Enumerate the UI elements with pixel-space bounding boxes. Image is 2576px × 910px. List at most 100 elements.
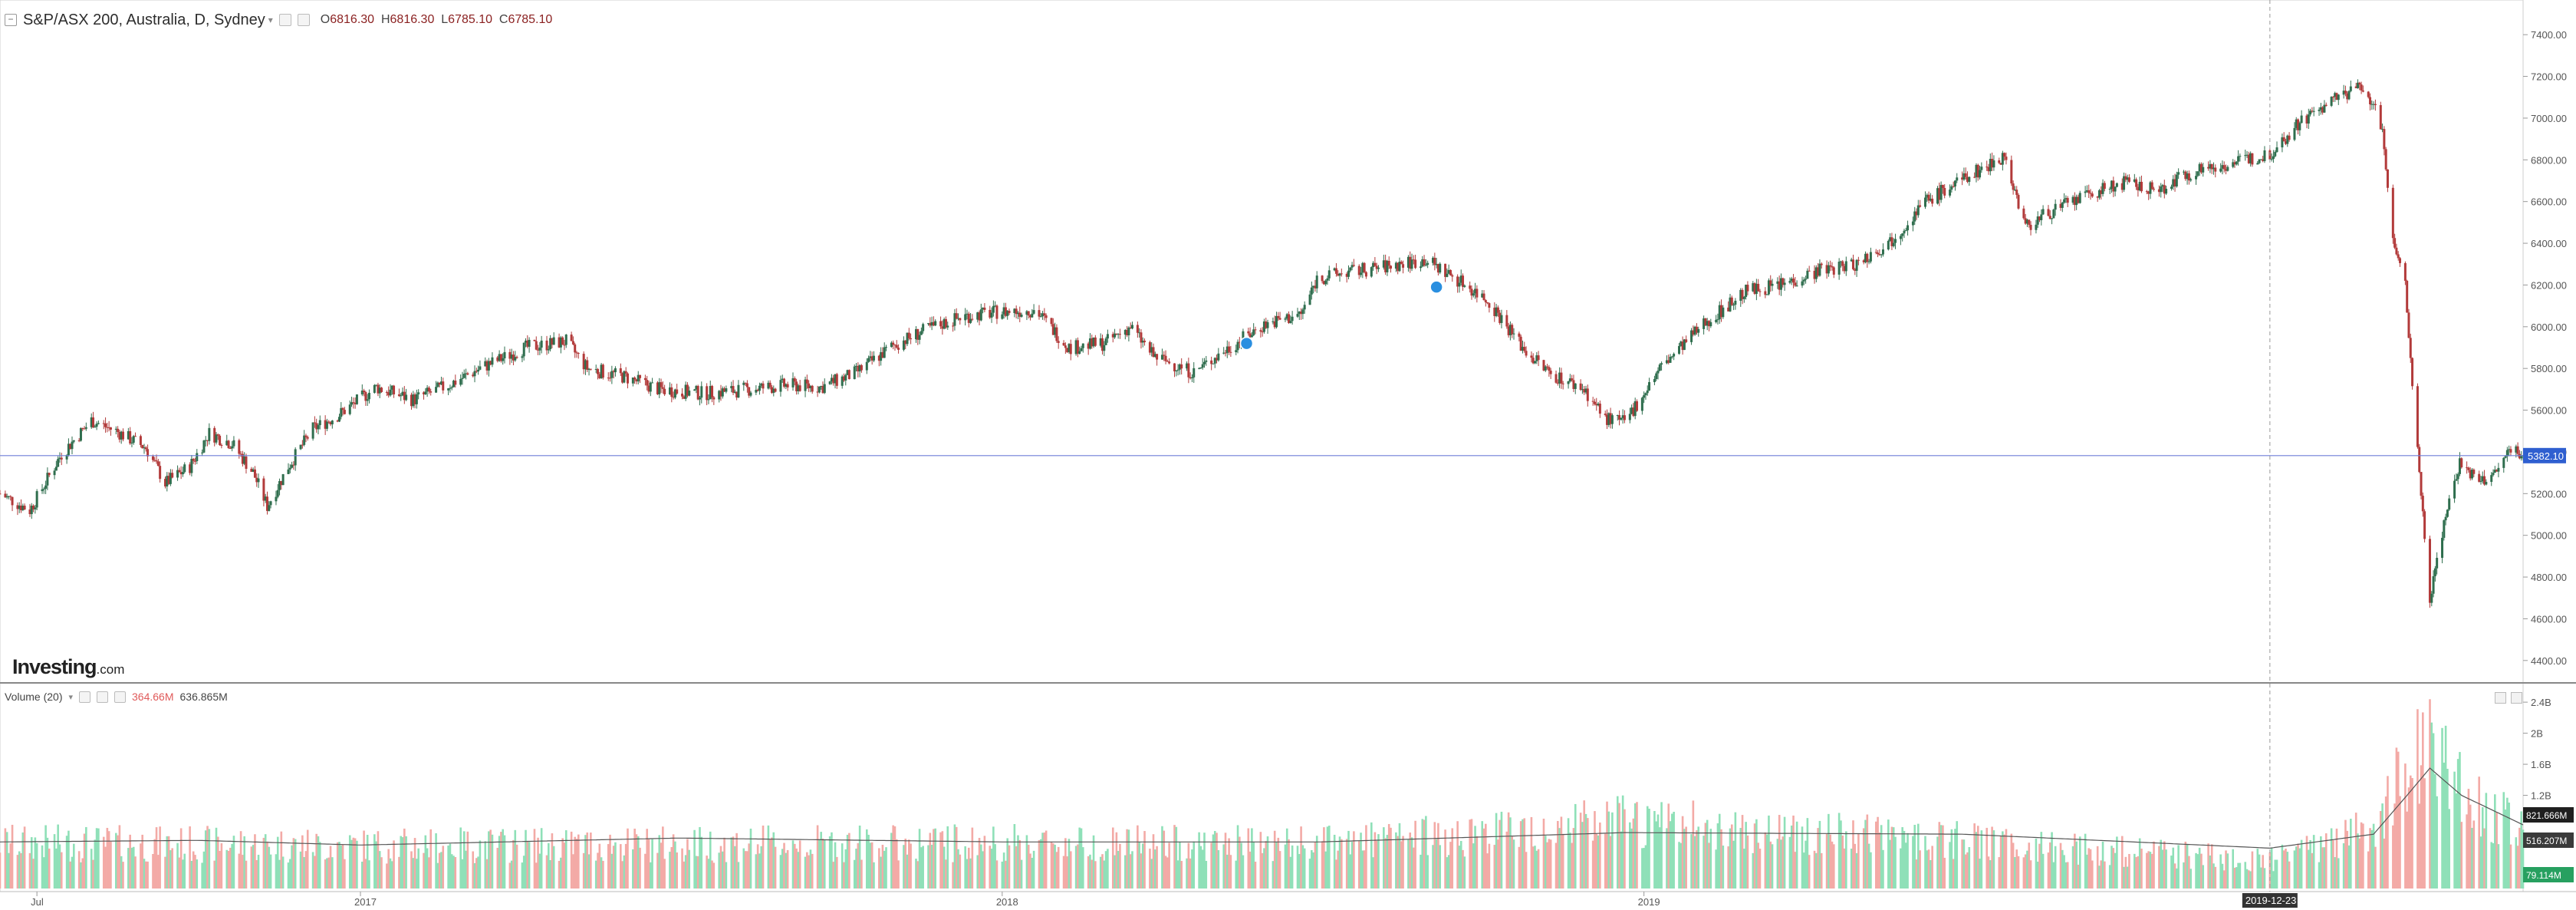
volume-bar [117,835,119,889]
candle-body [514,357,517,361]
volume-bar [798,840,801,889]
pane-maximize-icon[interactable] [2511,692,2522,704]
candle-body [1776,281,1779,284]
volume-bar [436,862,439,889]
candle-body [1790,279,1793,282]
volume-badge [2523,833,2574,848]
candle-body [2383,129,2386,150]
candle-body [2177,172,2180,175]
candle-body [1523,347,1526,351]
candle-body [403,391,406,401]
volume-bar [2460,822,2463,889]
volume-bar [317,836,320,889]
volume-bar [1734,812,1737,889]
hide-icon[interactable] [297,14,310,26]
volume-bar [1880,825,1883,889]
price-tick-label: 4600.00 [2531,613,2567,625]
candle-body [387,392,390,396]
volume-bar [1531,846,1535,889]
candle-body [575,352,578,354]
candle-body [1757,283,1760,292]
candle-body [2064,198,2068,199]
volume-bar [1607,811,1610,889]
volume-bar [1224,833,1227,889]
candle-body [477,369,480,372]
candle-body [243,456,246,464]
candle-body [2221,165,2224,169]
candle-body [1482,293,1485,301]
candle-body [1201,364,1204,368]
volume-bar [2509,844,2512,889]
volume-bar [1228,838,1230,889]
candle-body [1904,230,1907,232]
volume-bar [219,850,221,889]
chevron-down-icon[interactable]: ▾ [268,15,273,25]
volume-bar [1314,842,1317,889]
candle-body [772,388,775,394]
volume-bar [841,843,844,889]
volume-bar [77,851,81,889]
candle-body [1163,354,1166,356]
candle-body [1953,180,1956,187]
volume-bar [466,831,469,889]
candle-body [881,351,884,358]
candle-body [745,383,748,387]
chevron-down-icon[interactable]: ▾ [68,692,74,702]
candle-body [71,441,74,450]
collapse-icon[interactable]: − [5,14,17,26]
volume-title[interactable]: Volume (20) [5,691,63,703]
candle-body [559,337,562,348]
volume-bar [266,841,268,889]
volume-bar [208,829,211,889]
hide-icon[interactable] [97,691,109,703]
candle-body [561,337,564,345]
volume-bar [1141,843,1144,889]
candle-body [208,427,211,441]
close-icon[interactable] [114,691,127,703]
candle-body [732,386,735,393]
candle-body [2502,457,2505,468]
candle-body [1250,335,1253,338]
candle-body [1337,273,1340,276]
volume-bar [915,859,917,889]
candle-body [206,440,209,441]
volume-bar [526,841,529,889]
volume-bar [1801,826,1804,889]
candle-body [44,485,48,489]
candle-body [2520,456,2523,459]
volume-bar [1013,824,1016,889]
settings-icon[interactable] [278,14,291,26]
volume-bar [41,845,44,889]
candle-body [219,435,222,446]
volume-bar [1554,842,1558,889]
candle-body [1753,283,1756,295]
candle-body [1936,188,1939,204]
candle-body [2483,476,2486,485]
volume-bar [306,829,309,889]
candle-body [832,378,835,384]
candle-body [706,386,709,401]
volume-bar [1666,828,1668,889]
settings-icon[interactable] [79,691,91,703]
volume-bar [2184,841,2187,889]
volume-bar [1055,852,1058,889]
volume-bar [1732,840,1735,889]
candle-body [461,378,464,379]
volume-bar [2434,773,2436,889]
candle-body [2173,179,2176,186]
candle-body [1458,282,1461,287]
volume-bar [190,861,193,889]
volume-bar [472,851,475,889]
pane-up-icon[interactable] [2495,692,2506,704]
volume-bar [1081,847,1084,889]
candle-body [1459,275,1462,283]
volume-bar [1092,835,1095,889]
volume-bar [2332,840,2334,889]
volume-bar [2397,751,2400,889]
symbol-title[interactable]: S&P/ASX 200, Australia, D, Sydney [23,11,265,28]
candle-body [265,496,268,511]
candle-body [828,381,831,384]
candle-body [1720,305,1723,318]
